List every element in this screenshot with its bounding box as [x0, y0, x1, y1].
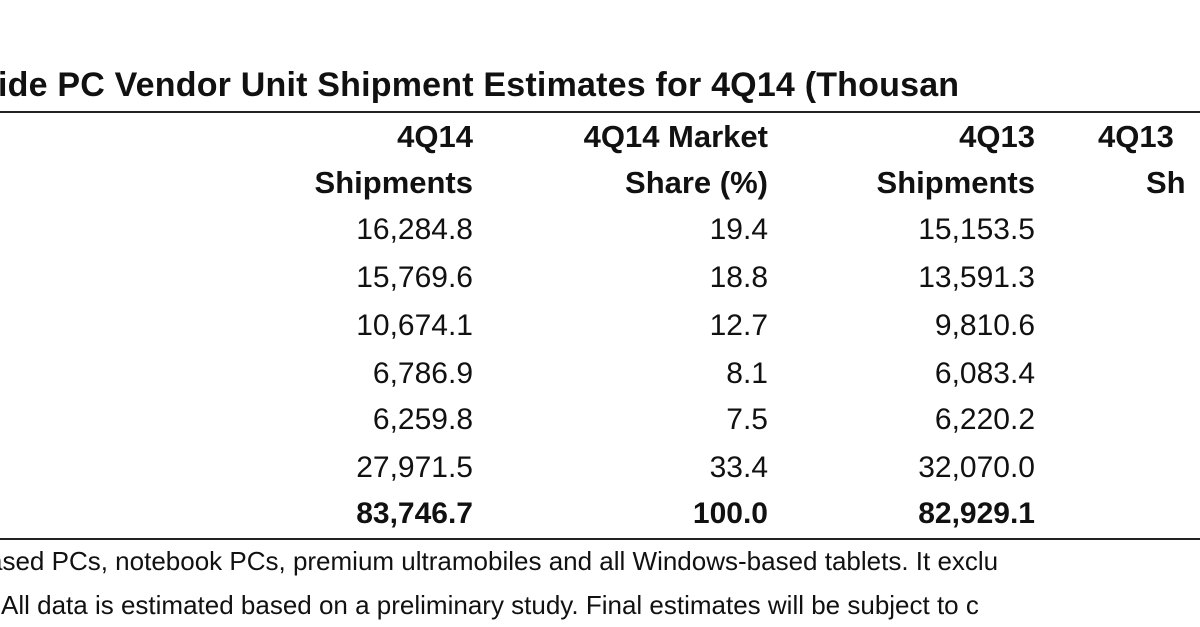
- table-title: ide PC Vendor Unit Shipment Estimates fo…: [0, 66, 960, 104]
- table-cell-q13-shipments: 6,220.2: [934, 403, 1035, 436]
- table-cell-q14-shipments: 6,786.9: [372, 357, 473, 390]
- col-header-4q13-shipments-line2: Shipments: [876, 165, 1035, 200]
- table-cell-q14-share: 12.7: [709, 309, 768, 342]
- col-header-4q14-share-line1: 4Q14 Market: [583, 119, 768, 154]
- table-cell-q13-shipments: 32,070.0: [918, 451, 1035, 484]
- footnote-line-1: ased PCs, notebook PCs, premium ultramob…: [0, 546, 999, 576]
- col-header-4q14-shipments-line1: 4Q14: [397, 119, 473, 154]
- table-total-q13-shipments: 82,929.1: [918, 497, 1035, 530]
- table-cell-q14-shipments: 27,971.5: [356, 451, 473, 484]
- table-cell-q13-shipments: 15,153.5: [918, 213, 1035, 246]
- table-cell-q14-share: 8.1: [726, 357, 768, 390]
- col-header-4q13-share-line2: Sh: [1146, 165, 1186, 200]
- header-rule: [0, 111, 1200, 113]
- table-total-q14-share: 100.0: [692, 497, 768, 530]
- footnote-line-2: . All data is estimated based on a preli…: [0, 590, 979, 620]
- col-header-4q13-shipments-line1: 4Q13: [959, 119, 1035, 154]
- col-header-4q14-shipments-line2: Shipments: [314, 165, 473, 200]
- table-cell-q13-shipments: 9,810.6: [934, 309, 1035, 342]
- table-cell-q14-shipments: 15,769.6: [356, 261, 473, 294]
- table-cell-q13-shipments: 13,591.3: [918, 261, 1035, 294]
- table-cell-q14-share: 33.4: [709, 451, 768, 484]
- footer-rule: [0, 538, 1200, 540]
- table-cell-q14-share: 18.8: [709, 261, 768, 294]
- table-cell-q14-share: 19.4: [709, 213, 768, 246]
- table-total-q14-shipments: 83,746.7: [356, 497, 473, 530]
- table-cell-q14-shipments: 6,259.8: [372, 403, 473, 436]
- table-cell-q14-share: 7.5: [726, 403, 768, 436]
- col-header-4q13-share-line1: 4Q13: [1098, 119, 1174, 154]
- table-cell-q14-shipments: 10,674.1: [356, 309, 473, 342]
- table-cell-q13-shipments: 6,083.4: [934, 357, 1035, 390]
- table-cell-q14-shipments: 16,284.8: [356, 213, 473, 246]
- col-header-4q14-share-line2: Share (%): [625, 165, 768, 200]
